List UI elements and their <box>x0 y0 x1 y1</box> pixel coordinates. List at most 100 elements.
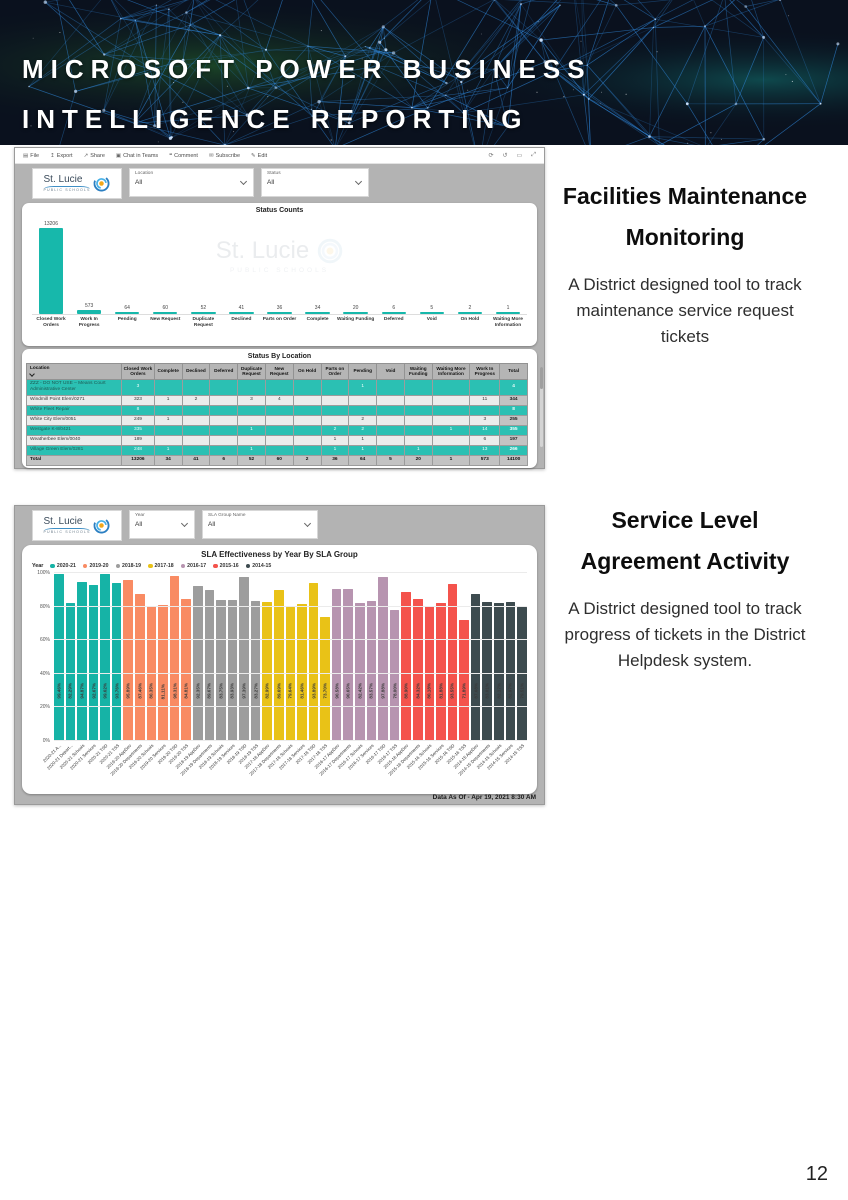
sla-bar-2017-18-services[interactable]: 81.46% <box>297 604 307 741</box>
sla-bar-2014-15-services[interactable]: 82.97% <box>505 601 516 741</box>
sla-bar-2019-20-tsd[interactable]: 98.31% <box>169 575 180 741</box>
column-header-work-in-progress[interactable]: Work In Progress <box>469 363 501 380</box>
column-header-pending[interactable]: Pending <box>348 363 378 380</box>
sla-bar-2020-21-schools[interactable]: 94.87% <box>77 581 87 741</box>
chevron-down-icon <box>354 177 363 186</box>
sla-bar-2016-17-tss[interactable]: 78.00% <box>389 609 400 741</box>
column-header-waiting-more-information[interactable]: Waiting More Information <box>431 363 471 380</box>
bar[interactable] <box>38 228 64 314</box>
sla-bar-2018-19-tsd[interactable]: 97.39% <box>239 577 249 741</box>
sla-bar-2018-19-schools[interactable]: 83.75% <box>216 600 226 741</box>
table-cell <box>209 404 239 416</box>
sla-bar-2016-17-appdev[interactable]: 90.58% <box>331 588 342 741</box>
table-row[interactable]: Weatherbee Elem/0040 189 1 1 6 197 <box>25 434 528 446</box>
sla-bar-2015-16-departments[interactable]: 84.32% <box>412 599 423 741</box>
table-row[interactable]: White City Elem/0051 249 1 2 3 255 <box>25 414 528 426</box>
sla-bar-2016-17-tsd[interactable]: 97.88% <box>378 576 388 741</box>
sla-bar-2017-18-tss[interactable]: 73.70% <box>320 617 330 741</box>
bar[interactable] <box>381 312 406 314</box>
sla-bar-2018-19-departments[interactable]: 89.67% <box>204 590 215 741</box>
sla-bar-2018-19-services[interactable]: 83.93% <box>227 600 238 741</box>
sla-bar-2017-18-tsd[interactable]: 93.89% <box>308 583 319 741</box>
legend-item-2015-16[interactable]: 2015-16 <box>213 563 239 569</box>
bar[interactable] <box>191 312 216 314</box>
sla-bar-2020-21-services[interactable]: 92.67% <box>88 585 99 741</box>
sla-bar-2020-21-depart[interactable]: 82.29% <box>65 602 76 741</box>
sla-bar-2018-19-tss[interactable]: 83.27% <box>250 601 261 741</box>
table-row[interactable]: Village Green Elem/0281 248 1 1 1 1 1 13 266 <box>25 444 528 456</box>
legend-item-2020-21[interactable]: 2020-21 <box>50 563 76 569</box>
refresh-icon[interactable]: ⟳ <box>488 153 494 159</box>
sla-bar-2018-19-appdev[interactable]: 92.35% <box>192 585 203 741</box>
sla-bar-2016-17-services[interactable]: 83.57% <box>366 600 377 741</box>
menu-item-file[interactable]: ▤ File <box>23 153 39 159</box>
column-header-parts-on-order[interactable]: Parts on Order <box>320 363 350 380</box>
table-row[interactable]: Windmill Point Elem/0271 323 1 2 3 4 11 344 <box>25 394 528 406</box>
sla-bar-2014-15-tss[interactable]: 79.51% <box>517 607 527 741</box>
full-screen-icon[interactable]: ⤢ <box>531 152 536 158</box>
legend-item-2019-20[interactable]: 2019-20 <box>82 563 109 569</box>
sla-bar-2020-21-a[interactable]: 99.46% <box>54 573 64 741</box>
column-header-complete[interactable]: Complete <box>153 363 183 380</box>
filter-sla-group-name[interactable]: SLA Group Name All <box>202 510 318 539</box>
column-header-waiting-funding[interactable]: Waiting Funding <box>403 363 433 380</box>
sla-bar-2014-15-schools[interactable]: 82.17% <box>493 602 504 741</box>
bar[interactable] <box>495 312 521 314</box>
filter-location[interactable]: Location All <box>129 168 254 197</box>
bookmark-icon[interactable]: ▭ <box>516 153 523 159</box>
menu-item-subscribe[interactable]: ✉ Subscribe <box>209 153 240 159</box>
legend-item-2017-18[interactable]: 2017-18 <box>148 563 174 569</box>
sla-bar-2020-21-tss[interactable]: 93.76% <box>111 583 122 741</box>
sla-bar-2019-20-departments[interactable]: 87.46% <box>135 594 145 741</box>
sla-bar-2017-18-schools[interactable]: 79.64% <box>285 607 296 741</box>
bar[interactable] <box>229 312 254 314</box>
column-header-duplicate-request[interactable]: Duplicate Request <box>237 363 266 380</box>
sla-bar-2015-16-services[interactable]: 81.88% <box>436 603 446 741</box>
legend-item-2016-17[interactable]: 2016-17 <box>180 563 206 569</box>
bar[interactable] <box>267 312 292 314</box>
sla-bar-2015-16-tsd[interactable]: 93.55% <box>447 583 458 741</box>
sla-bar-2019-20-tss[interactable]: 84.81% <box>181 598 191 741</box>
table-row[interactable]: Westgate K-8/0421 335 1 2 2 1 14 355 <box>25 424 528 436</box>
column-header-void[interactable]: Void <box>376 363 405 380</box>
bar[interactable] <box>115 312 140 314</box>
column-header-total[interactable]: Total <box>499 363 528 380</box>
sla-bar-2016-17-departments[interactable]: 90.65% <box>343 588 354 741</box>
sla-bar-2016-17-schools[interactable]: 82.42% <box>355 602 365 741</box>
sort-arrow-icon[interactable] <box>29 371 35 377</box>
column-header-on-hold[interactable]: On Hold <box>292 363 322 380</box>
reset-icon[interactable]: ↺ <box>502 153 508 159</box>
bar[interactable] <box>305 312 330 314</box>
column-header-deferred[interactable]: Deferred <box>209 363 239 380</box>
column-header-new-request[interactable]: New Request <box>264 363 294 380</box>
sla-bar-2017-18-departments[interactable]: 89.69% <box>273 590 284 741</box>
bar[interactable] <box>457 312 483 314</box>
sla-bar-2014-15-appdev[interactable]: 87.68% <box>470 593 481 741</box>
sla-bar-2015-16-tss[interactable]: 71.89% <box>459 620 469 741</box>
sla-bar-2015-16-appdev[interactable]: 88.90% <box>401 591 411 741</box>
column-header-closed-work-orders[interactable]: Closed Work Orders <box>121 363 155 380</box>
bar[interactable] <box>76 310 102 314</box>
bar[interactable] <box>343 312 368 314</box>
column-header-declined[interactable]: Declined <box>181 363 211 380</box>
table-scrollbar[interactable] <box>540 367 543 447</box>
bar[interactable] <box>419 312 444 314</box>
menu-item-export[interactable]: ↥ Export <box>50 153 73 159</box>
filter-year[interactable]: Year All <box>129 510 195 539</box>
legend-item-2014-15[interactable]: 2014-15 <box>245 563 271 569</box>
menu-item-edit[interactable]: ✎ Edit <box>251 153 267 159</box>
sla-bar-2020-21-tsd[interactable]: 99.62% <box>100 573 110 741</box>
menu-item-chat-in-teams[interactable]: ▣ Chat in Teams <box>116 153 158 159</box>
table-row[interactable]: ZZZ - DO NOT USE – Means Court Administr… <box>25 378 528 396</box>
menu-item-comment[interactable]: ❝ Comment <box>169 153 198 159</box>
sla-bar-2014-15-departments[interactable]: 83.01% <box>482 601 492 741</box>
filter-status[interactable]: Status All <box>261 168 369 197</box>
column-header-location[interactable]: Location <box>25 363 123 380</box>
table-row[interactable]: White Fleet Repair 8 8 <box>25 404 528 416</box>
menu-item-share[interactable]: ↗ Share <box>84 153 105 159</box>
bar[interactable] <box>153 312 178 314</box>
section1-heading: Facilities Maintenance Monitoring <box>562 183 808 250</box>
sla-bar-2017-18-appdev[interactable]: 82.99% <box>262 601 272 741</box>
legend-item-2018-19[interactable]: 2018-19 <box>115 563 141 569</box>
sla-bar-2019-20-appdev[interactable]: 95.89% <box>123 579 134 741</box>
